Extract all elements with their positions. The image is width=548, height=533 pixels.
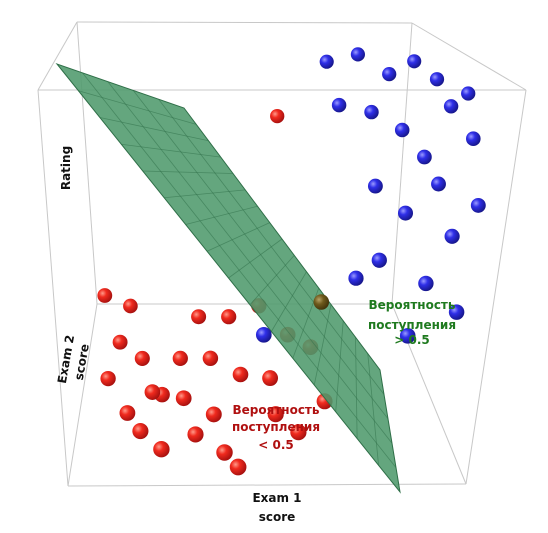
data-point [397,205,414,221]
data-point [255,326,272,343]
plane-grid-line [313,304,332,386]
data-point [216,444,233,461]
data-point [367,178,383,194]
data-point [331,97,347,113]
data-point [350,47,365,62]
decision-plane [55,62,401,494]
svg-text:Вероятность: Вероятность [233,403,320,417]
plane-grid-line [78,90,197,125]
data-point [394,122,410,138]
data-point [123,298,138,314]
plane-grid-line [228,238,283,279]
data-point [431,176,446,192]
data-point [448,304,465,320]
data-point [399,327,416,344]
plane-grid-line [107,81,393,444]
plane-grid-line [249,255,295,306]
svg-text:Exam 1: Exam 1 [252,491,301,505]
data-point [371,252,387,268]
svg-text:Вероятность: Вероятность [369,298,456,312]
data-point [175,390,192,407]
data-point [319,54,334,69]
z-axis-label: Rating [59,146,73,190]
data-point [97,288,113,303]
plane-grid-line [271,271,307,332]
data-point [119,405,136,421]
data-point [267,406,284,423]
data-point [153,441,170,458]
data-point [461,86,476,101]
data-point [132,423,149,440]
svg-text:score: score [72,343,92,381]
data-point [290,424,307,441]
data-point [364,104,379,120]
y-axis-label: Exam 2 score [55,334,92,385]
data-point [443,99,459,114]
plane-grid-line [335,320,344,412]
svg-text:score: score [259,510,296,524]
data-point [407,54,422,69]
data-point [262,370,279,387]
data-point [202,350,219,367]
series-brown-points [313,294,330,310]
x-axis-label: Exam 1 score [252,491,301,524]
data-point [470,197,486,213]
annotation-above: Вероятность поступления > 0.5 [368,298,456,347]
data-point [444,228,460,244]
data-point [187,426,204,443]
data-point [348,270,364,286]
annotation-below: Вероятность поступления < 0.5 [232,403,320,452]
data-point [429,72,445,87]
data-point [382,66,397,82]
plane-grid-line [82,72,397,468]
plane-grid-line [132,90,389,420]
data-point [229,458,247,476]
data-point [172,350,188,367]
data-point [417,149,432,165]
data-point [313,294,330,310]
data-point [134,350,150,366]
plane-grid-line [206,222,270,252]
data-point [221,309,237,325]
plane-grid-line [185,205,258,225]
series-blue-points [255,47,486,344]
plane-grid-line [99,117,209,142]
data-point [112,334,128,350]
svg-text:поступления: поступления [232,420,320,434]
plane-grid-line [355,337,358,439]
plane-grid-line [158,98,385,395]
data-point [144,384,161,400]
data-point [100,370,116,387]
plane-grid-line [164,189,246,199]
svg-text:поступления: поступления [368,318,456,332]
svg-text:< 0.5: < 0.5 [258,438,294,452]
data-point [466,131,481,146]
plane-grid-line [142,170,234,174]
data-point [232,366,249,383]
data-point [270,108,285,124]
plane-grid-line [367,353,379,466]
data-point [418,275,434,292]
data-point [205,406,222,423]
plane-grid-line [121,143,221,158]
svg-text:> 0.5: > 0.5 [394,333,430,347]
data-point [191,309,207,325]
